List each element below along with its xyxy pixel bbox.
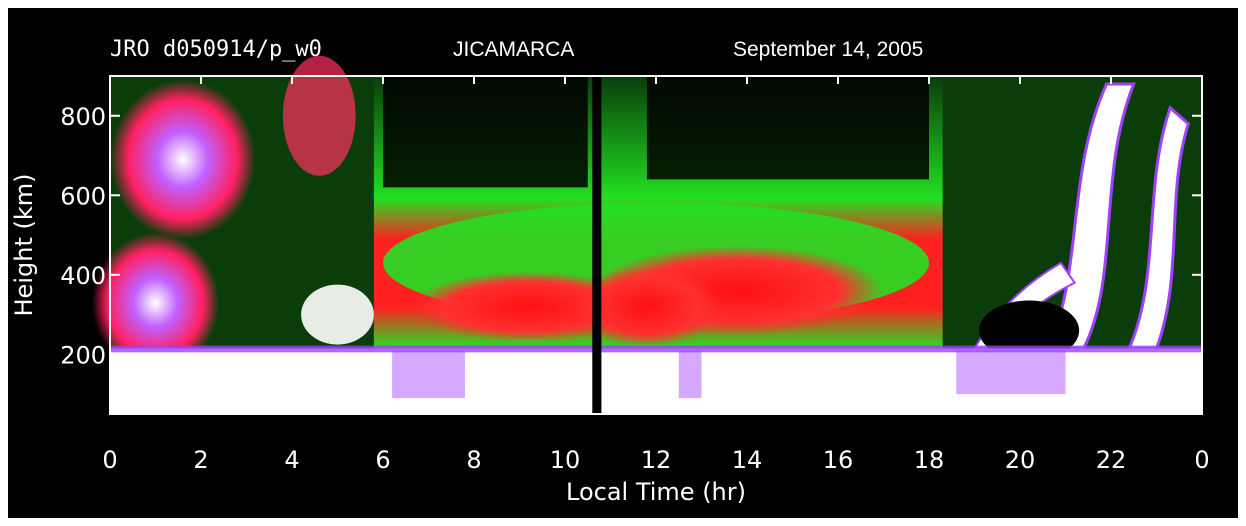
x-axis-label: Local Time (hr): [566, 478, 746, 506]
x-tick-label: 22: [1096, 446, 1127, 474]
plume-2: [1126, 105, 1191, 350]
spread-f-top: [282, 55, 356, 176]
day-upper-dark-1: [383, 76, 588, 188]
y-axis: 200 400 600 800: [60, 103, 1202, 369]
y-tick-label: 800: [60, 103, 106, 131]
chart-title: JICAMARCA: [453, 38, 574, 61]
heatmap-layers: [91, 55, 1202, 420]
x-tick-label: 6: [375, 446, 390, 474]
x-tick-label: 16: [823, 446, 854, 474]
spread-f-lower: [91, 232, 220, 373]
day-upper-dark-2: [646, 76, 929, 180]
y-tick-label: 400: [60, 262, 106, 290]
x-tick-label: 18: [914, 446, 945, 474]
spread-f-upper: [110, 79, 256, 240]
y-axis-label: Height (km): [10, 174, 38, 317]
f-layer-peak-3: [574, 266, 720, 347]
band-texture-2: [678, 350, 702, 399]
x-axis: 0 2 4 6 8 10 12 14 16 18 20 22 0: [102, 76, 1210, 474]
e-region-band: [110, 348, 1202, 414]
y-tick-label: 600: [60, 182, 106, 210]
x-tick-label: 10: [550, 446, 581, 474]
x-tick-label: 14: [732, 446, 763, 474]
run-id-label: JRO d050914/p_w0: [110, 37, 322, 62]
plume-depletion: [979, 300, 1080, 361]
band-texture-1: [392, 350, 465, 399]
spread-f-patch: [301, 284, 374, 345]
x-tick-label: 8: [466, 446, 481, 474]
chart-date: September 14, 2005: [733, 38, 923, 61]
x-tick-label: 12: [641, 446, 672, 474]
x-tick-label: 20: [1005, 446, 1036, 474]
y-tick-label: 200: [60, 341, 106, 369]
plot-area: [91, 55, 1202, 420]
x-tick-label: 2: [193, 446, 208, 474]
x-tick-label: 0: [1194, 446, 1209, 474]
data-gap: [592, 76, 602, 420]
band-edge: [110, 345, 1202, 353]
band-texture-3: [956, 350, 1066, 395]
chart-svg: JRO d050914/p_w0 JICAMARCA September 14,…: [10, 37, 1210, 506]
x-tick-label: 4: [284, 446, 299, 474]
chart-figure: JRO d050914/p_w0 JICAMARCA September 14,…: [8, 8, 1238, 518]
x-tick-label: 0: [102, 446, 117, 474]
